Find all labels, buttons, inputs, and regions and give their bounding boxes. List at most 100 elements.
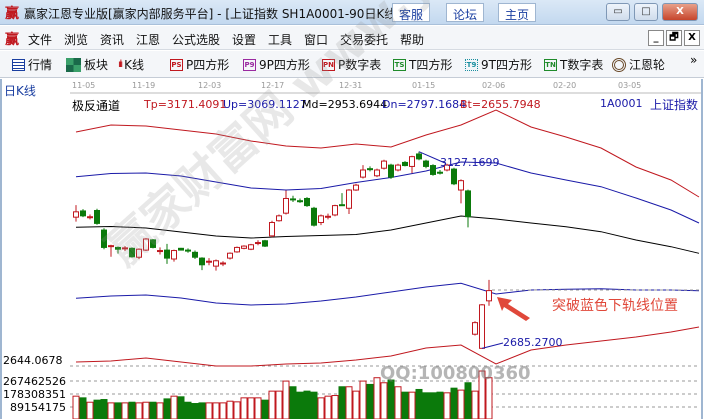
- candle-body: [346, 189, 352, 209]
- menu-trading[interactable]: 交易委托: [340, 33, 389, 47]
- volume-bar: [303, 390, 311, 419]
- tp-value: Tp=3171.4091: [144, 98, 227, 111]
- close-button[interactable]: X: [662, 3, 698, 21]
- p-square-button[interactable]: PS P四方形: [170, 56, 229, 73]
- candles-icon: ıılı: [118, 59, 123, 70]
- menu-settings[interactable]: 设置: [232, 33, 257, 47]
- volume-bar: [457, 389, 465, 419]
- p-number-table-label: P数字表: [338, 58, 382, 72]
- volume-bar: [345, 386, 353, 419]
- candle-body: [402, 161, 408, 167]
- tn-icon: TN: [544, 58, 557, 71]
- volume-bar: [163, 398, 171, 419]
- high-leader-line: [418, 151, 446, 164]
- candle-body: [269, 222, 275, 237]
- volume-bar: [275, 390, 283, 419]
- volume-bar: [317, 397, 325, 419]
- menu-formula-screening[interactable]: 公式选股: [172, 33, 221, 47]
- t-square-button[interactable]: TS T四方形: [393, 56, 452, 73]
- menu-gann[interactable]: 江恩: [136, 33, 161, 47]
- band-line-bt: [75, 326, 700, 367]
- candle-body: [157, 250, 163, 253]
- mdi-close-button[interactable]: X: [684, 30, 700, 46]
- kline-button[interactable]: ıılı K线: [118, 56, 144, 73]
- candle-body: [192, 251, 198, 258]
- high-price-label: 3127.1699: [440, 156, 500, 169]
- maximize-button[interactable]: □: [634, 3, 658, 21]
- 9p-square-button[interactable]: P9 9P四方形: [243, 56, 310, 73]
- candle-body: [101, 229, 107, 248]
- candle-body: [115, 246, 121, 250]
- volume-bar: [268, 390, 276, 419]
- candle-body: [423, 160, 429, 167]
- customer-service-button[interactable]: 客服: [392, 3, 431, 22]
- volume-bar: [422, 392, 430, 419]
- volume-bar: [226, 400, 234, 419]
- candle-body: [73, 211, 79, 218]
- security-name: 上证指数: [650, 98, 699, 112]
- candle-body: [458, 180, 464, 191]
- quotes-label: 行情: [28, 58, 53, 72]
- p-square-label: P四方形: [186, 58, 230, 72]
- menu-window[interactable]: 窗口: [304, 33, 329, 47]
- gann-wheel-button[interactable]: 江恩轮: [612, 56, 665, 73]
- mdi-restore-button[interactable]: 🗗: [666, 30, 682, 46]
- volume-bar: [198, 402, 206, 419]
- t-number-table-button[interactable]: TN T数字表: [544, 56, 603, 73]
- date-tick: 01-15: [412, 81, 436, 90]
- forum-button[interactable]: 论坛: [446, 3, 485, 22]
- mdi-minimize-button[interactable]: _: [648, 30, 664, 46]
- homepage-button[interactable]: 主页: [498, 3, 537, 22]
- volume-bar: [443, 392, 451, 419]
- band-line-md: [75, 215, 700, 254]
- volume-bar: [114, 402, 122, 419]
- candle-body: [353, 184, 359, 191]
- menu-news[interactable]: 资讯: [100, 33, 125, 47]
- 9t-square-button[interactable]: T9 9T四方形: [465, 56, 532, 73]
- kline-label: K线: [124, 58, 144, 72]
- band-line-dn: [75, 282, 700, 306]
- bt-value: Bt=2655.7948: [460, 98, 541, 111]
- volume-bar: [247, 397, 255, 419]
- volume-bar: [429, 392, 437, 419]
- candle-body: [430, 165, 436, 175]
- volume-bar: [79, 397, 87, 419]
- candle-body: [262, 240, 268, 247]
- candle-body: [409, 156, 415, 167]
- sector-label: 板块: [84, 58, 109, 72]
- volume-bar: [142, 401, 150, 419]
- volume-bar: [149, 401, 157, 419]
- candle-body: [199, 257, 205, 266]
- 9p-square-label: 9P四方形: [259, 58, 310, 72]
- period-label: 日K线: [4, 84, 36, 98]
- candle-body: [332, 205, 338, 216]
- volume-bar: [331, 395, 339, 419]
- candle-body: [248, 244, 254, 250]
- quotes-button[interactable]: 行情: [12, 56, 52, 73]
- qq-watermark: QQ:100800360: [380, 363, 531, 384]
- volume-bar: [240, 397, 248, 419]
- volume-bar: [394, 386, 402, 419]
- menu-file[interactable]: 文件: [28, 33, 53, 47]
- security-code: 1A0001: [600, 97, 643, 110]
- candle-body: [94, 209, 100, 224]
- candle-body: [374, 169, 380, 177]
- menu-tools[interactable]: 工具: [268, 33, 293, 47]
- menu-browse[interactable]: 浏览: [64, 33, 89, 47]
- low-price-label: 2685.2700: [503, 336, 563, 349]
- date-tick: 03-05: [618, 81, 642, 90]
- toolbar-more-button[interactable]: »: [690, 53, 698, 67]
- volume-bar: [464, 382, 472, 419]
- candle-body: [325, 215, 331, 218]
- toolbar: 行情 板块 ıılı K线 PS P四方形 P9 9P四方形 PN P数字表 T…: [0, 51, 704, 78]
- menu-help[interactable]: 帮助: [400, 33, 425, 47]
- candle-body: [304, 197, 310, 207]
- p-number-table-button[interactable]: PN P数字表: [322, 56, 381, 73]
- volume-bar: [233, 401, 241, 419]
- candle-body: [395, 164, 401, 171]
- volume-bar: [366, 383, 374, 419]
- candle-body: [381, 160, 387, 169]
- minimize-button[interactable]: ▭: [606, 3, 630, 21]
- sector-button[interactable]: 板块: [66, 56, 108, 73]
